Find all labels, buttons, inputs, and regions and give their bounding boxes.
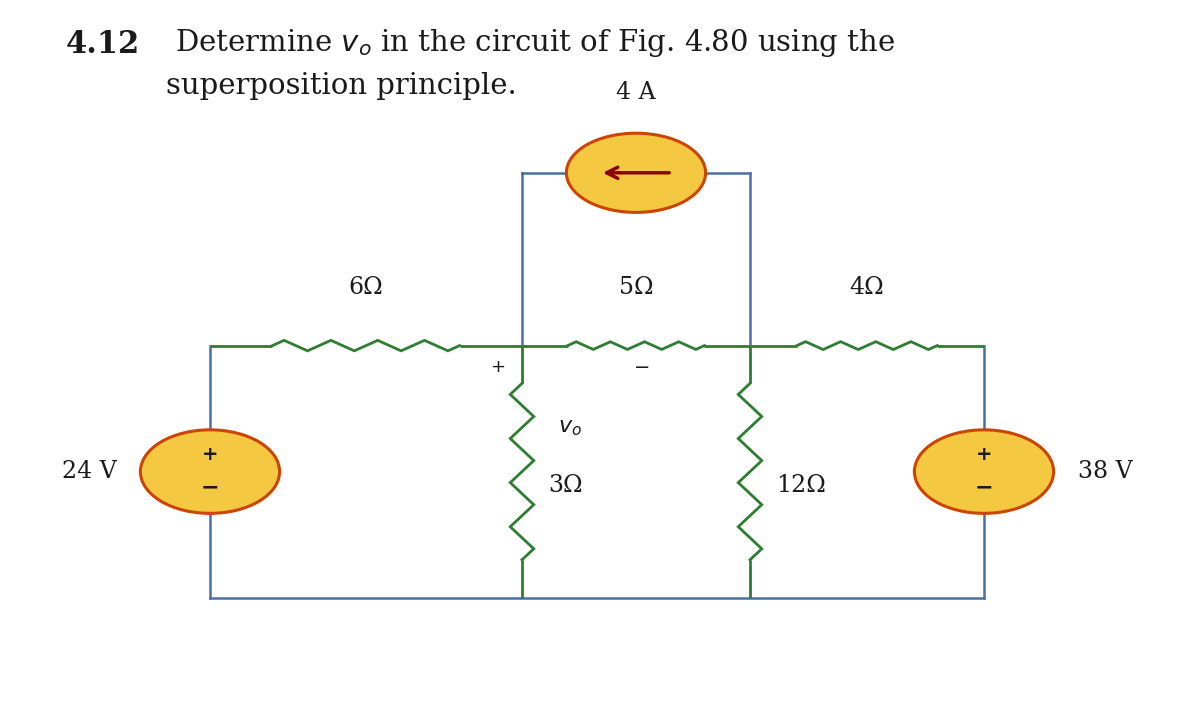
Ellipse shape (566, 133, 706, 212)
Text: +: + (491, 358, 505, 376)
Text: 4.12: 4.12 (66, 29, 140, 60)
Text: −: − (974, 477, 994, 498)
Text: superposition principle.: superposition principle. (166, 72, 516, 100)
Text: 12Ω: 12Ω (776, 474, 827, 498)
Circle shape (914, 430, 1054, 513)
Text: −: − (200, 477, 220, 498)
Text: −: − (634, 358, 650, 377)
Text: +: + (202, 446, 218, 464)
Text: 4Ω: 4Ω (850, 276, 884, 299)
Text: $v_o$: $v_o$ (558, 418, 582, 438)
Text: Determine $v_o$ in the circuit of Fig. 4.80 using the: Determine $v_o$ in the circuit of Fig. 4… (166, 27, 895, 58)
Text: 5Ω: 5Ω (619, 276, 653, 299)
Text: 4 A: 4 A (616, 81, 656, 104)
Text: +: + (976, 446, 992, 464)
Text: 6Ω: 6Ω (349, 276, 383, 299)
Text: 24 V: 24 V (61, 460, 116, 483)
Text: 3Ω: 3Ω (548, 474, 583, 498)
Circle shape (140, 430, 280, 513)
Text: 38 V: 38 V (1078, 460, 1133, 483)
